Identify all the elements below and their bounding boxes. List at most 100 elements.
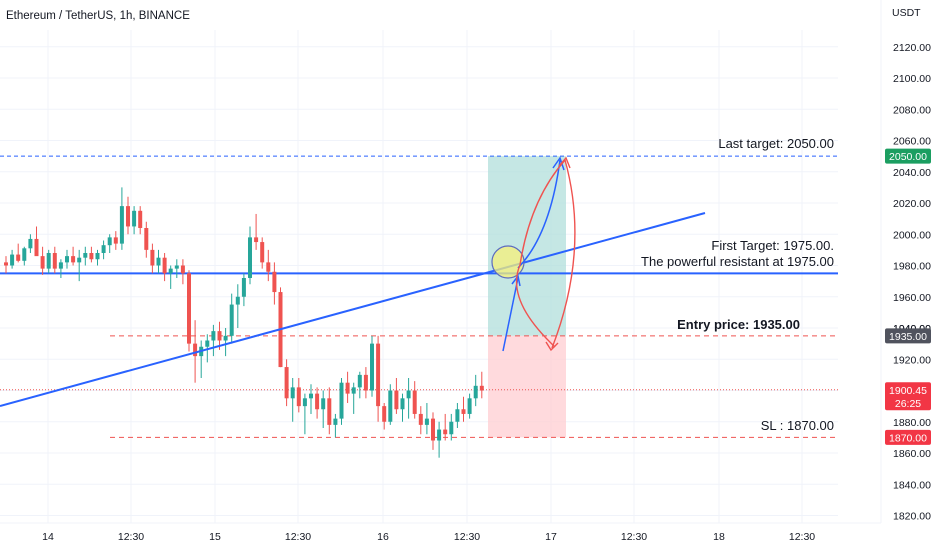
candle — [394, 378, 399, 414]
chart-title: Ethereum / TetherUS, 1h, BINANCE — [6, 10, 190, 22]
candle-body — [418, 413, 423, 425]
candle — [327, 387, 332, 435]
x-tick-label: 17 — [545, 531, 557, 543]
drawings — [0, 156, 706, 407]
candle-body — [156, 257, 161, 266]
arrow-up-1 — [502, 277, 519, 352]
y-tick-label: 2020.00 — [893, 198, 931, 210]
candle — [241, 273, 246, 307]
x-axis[interactable]: 14 12:30 15 12:30 16 12:30 17 12:30 18 12:30 — [42, 531, 815, 543]
candle-body — [65, 256, 69, 263]
candle — [211, 324, 216, 357]
candle — [284, 359, 289, 407]
candle — [278, 287, 283, 368]
candles — [4, 187, 484, 458]
candle — [168, 265, 173, 289]
candle-body — [211, 331, 216, 341]
arrow-up-2 — [517, 159, 561, 269]
x-tick-label: 12:30 — [454, 531, 480, 543]
candle-body — [437, 429, 442, 441]
candle — [180, 259, 185, 285]
y-tick-label: 1860.00 — [893, 448, 931, 460]
red-arrow-down — [551, 159, 576, 349]
y-tick-label: 2000.00 — [893, 229, 931, 241]
stop-loss-tag-bg — [885, 429, 931, 445]
candle — [296, 378, 301, 413]
stop-loss-tag: 1870.00 — [889, 432, 927, 444]
candle-body — [321, 398, 326, 410]
candle — [424, 403, 429, 435]
candle-body — [4, 262, 8, 266]
candle-body — [345, 382, 350, 394]
candle-body — [431, 418, 435, 441]
countdown-tag: 26:25 — [895, 398, 921, 410]
candle-body — [28, 238, 33, 249]
x-tick-label: 14 — [42, 531, 54, 543]
candle-body — [382, 406, 387, 422]
candle — [400, 393, 405, 422]
candle — [28, 234, 33, 253]
candle-body — [223, 335, 228, 341]
candle-body — [89, 253, 94, 260]
candle-body — [193, 343, 198, 357]
candle-body — [217, 331, 222, 341]
candle-body — [406, 390, 411, 399]
candle — [418, 406, 423, 435]
candle — [107, 234, 112, 253]
last-target-tag-bg — [885, 148, 931, 164]
x-tick-label: 12:30 — [789, 531, 815, 543]
candle — [473, 374, 478, 407]
candle-body — [266, 262, 271, 272]
candle-body — [327, 398, 332, 425]
stop-loss-label: SL : 1870.00 — [761, 418, 834, 433]
candle — [34, 226, 39, 257]
candle-body — [235, 296, 240, 305]
candle — [309, 384, 313, 414]
candle — [302, 393, 307, 435]
candle — [162, 253, 167, 282]
candle-body — [71, 256, 76, 263]
arrow-head-1 — [511, 274, 521, 287]
candle — [150, 243, 155, 274]
candle — [156, 249, 161, 274]
candle — [437, 421, 442, 458]
y-tick-label: 2040.00 — [893, 167, 931, 179]
candle-body — [77, 257, 82, 263]
candle-body — [16, 254, 21, 261]
candle — [248, 226, 252, 285]
candle-body — [260, 242, 265, 263]
candle — [52, 246, 57, 274]
arrow-head-2 — [552, 156, 565, 171]
candle-body — [351, 387, 356, 394]
candle-body — [388, 390, 393, 422]
red-arrow-head-down — [545, 341, 559, 352]
candle — [235, 284, 240, 328]
candle — [46, 249, 51, 274]
y-axis[interactable]: 1820.001840.001860.001880.001900.001920.… — [893, 42, 931, 523]
candle-body — [272, 271, 277, 293]
candle-body — [126, 206, 130, 227]
candle-body — [400, 398, 405, 410]
candle-body — [83, 253, 88, 258]
currency-label: USDT — [892, 7, 921, 19]
candle — [260, 237, 265, 269]
entry-label: Entry price: 1935.00 — [677, 317, 800, 332]
candle — [77, 249, 82, 282]
candle-body — [467, 398, 472, 414]
candle — [83, 246, 88, 266]
candle — [443, 413, 448, 441]
candle — [406, 378, 411, 419]
candle — [174, 259, 179, 278]
candle — [16, 243, 21, 263]
candle-body — [52, 253, 57, 269]
candle — [290, 378, 295, 422]
candle-body — [144, 228, 149, 250]
candle — [101, 240, 106, 260]
highlight-circle — [491, 245, 525, 279]
candle — [449, 413, 454, 441]
candle-body — [241, 278, 246, 297]
resistance-label: The powerful resistant at 1975.00 — [641, 254, 834, 269]
candle — [229, 293, 234, 344]
